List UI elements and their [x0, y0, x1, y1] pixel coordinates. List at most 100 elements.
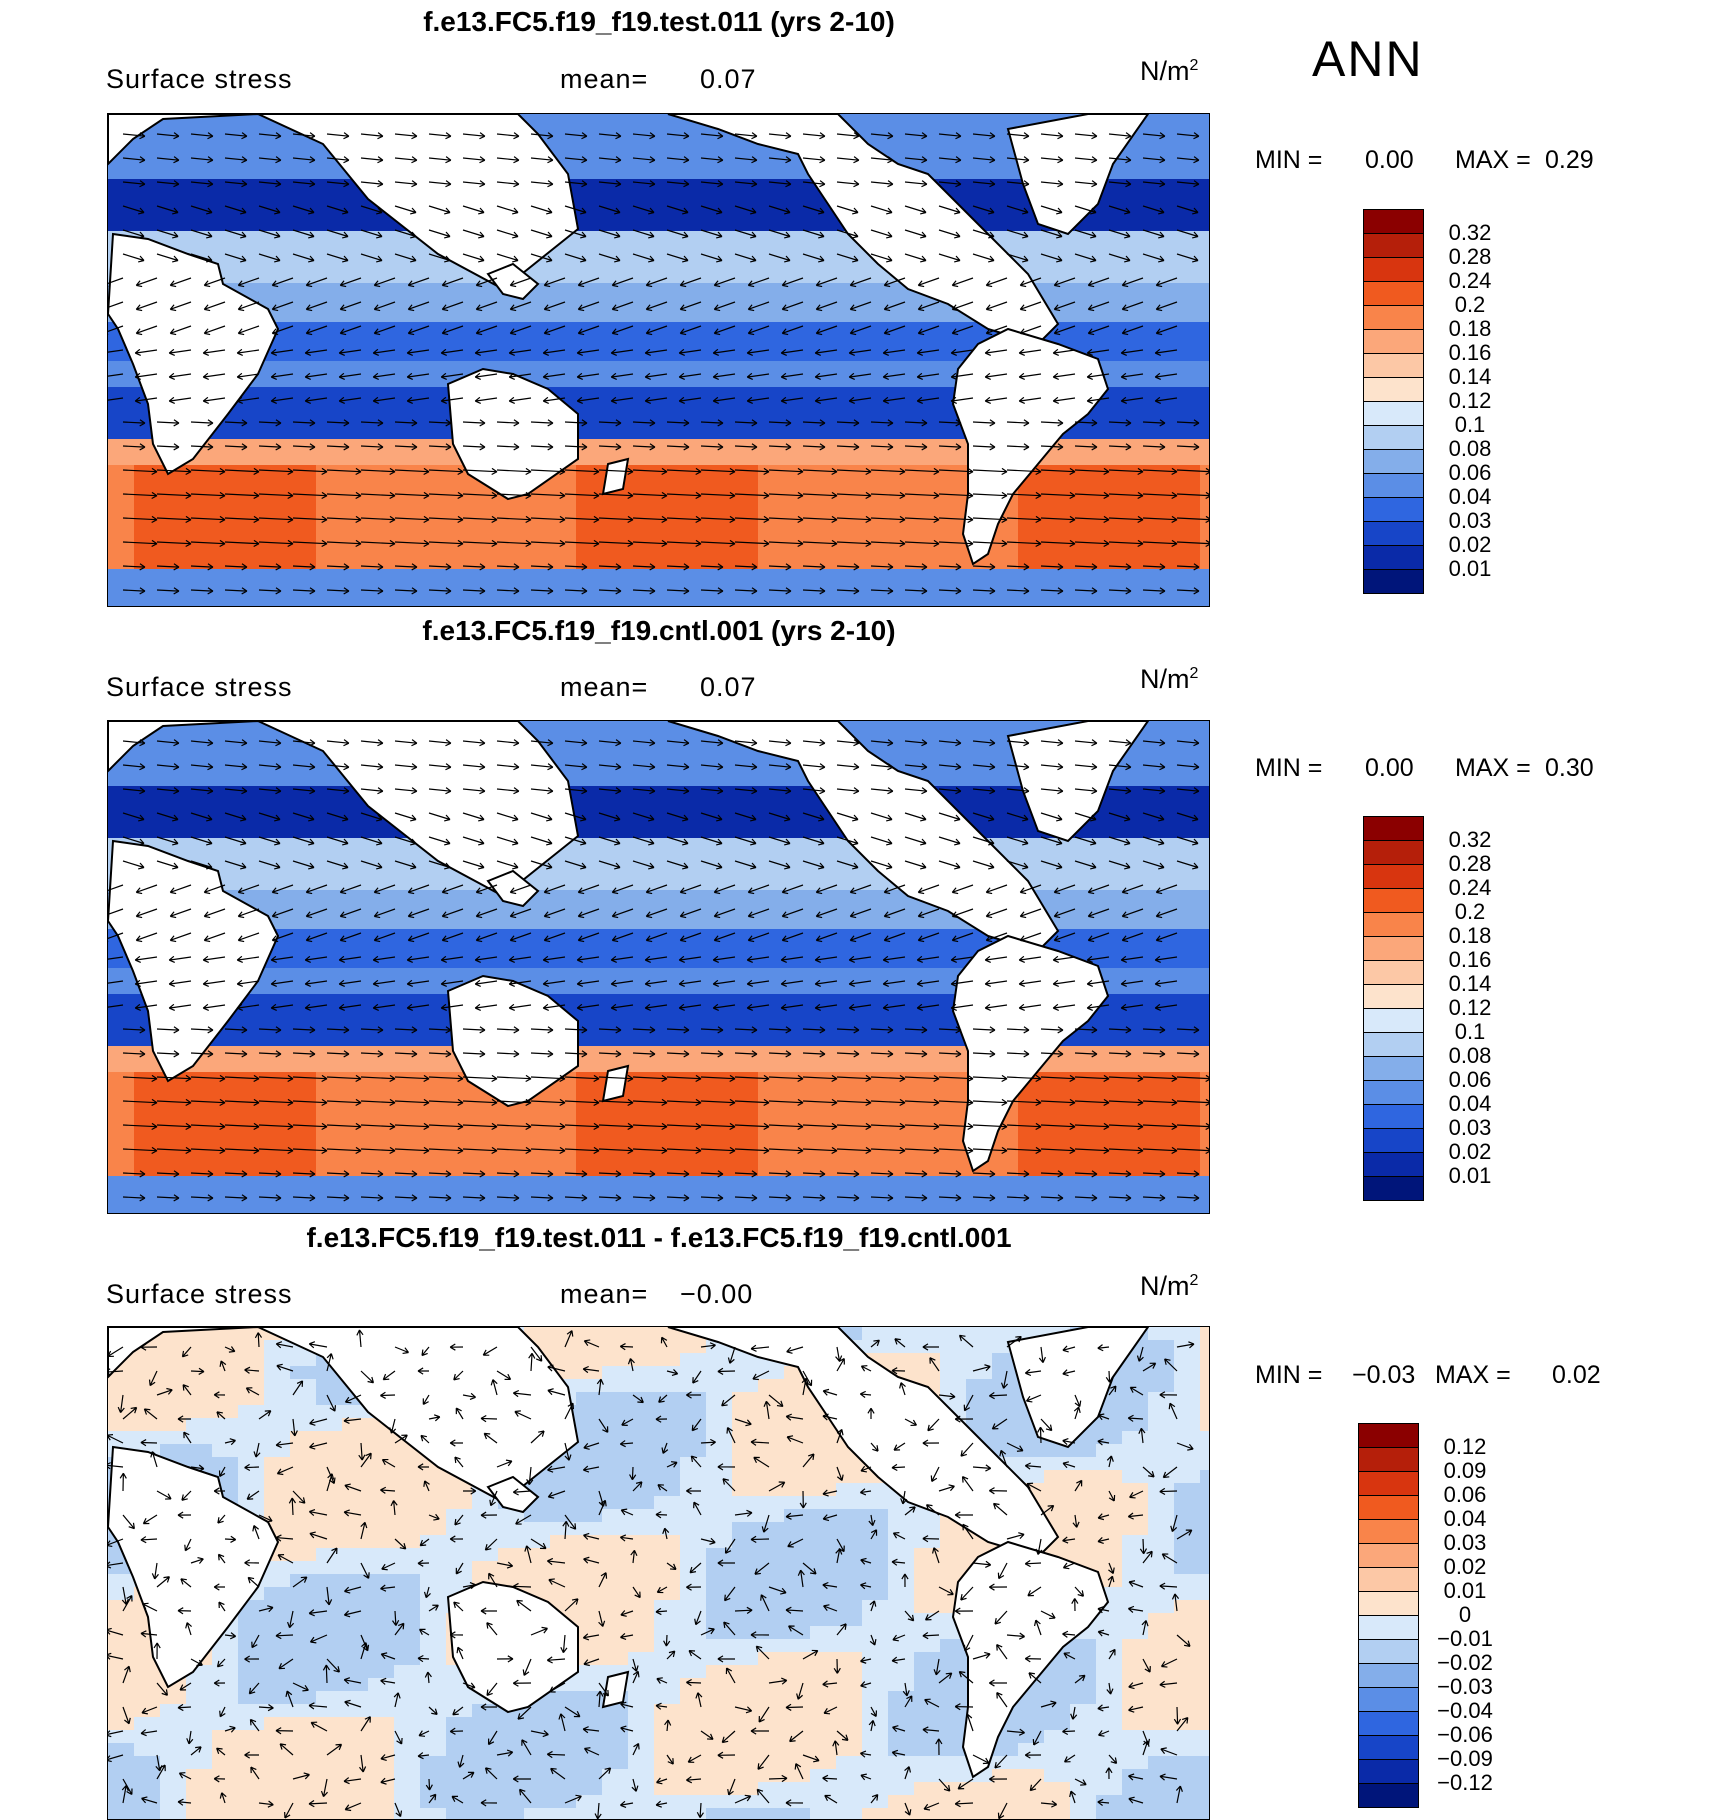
min-label: MIN =	[1255, 146, 1322, 175]
max-label: MAX =	[1435, 1361, 1511, 1390]
colorbar-swatch	[1363, 449, 1424, 474]
max-value: 0.02	[1552, 1361, 1601, 1390]
colorbar-tick-label: 0.1	[1425, 412, 1515, 438]
colorbar-tick-label: 0.24	[1425, 875, 1515, 901]
colorbar-swatch	[1358, 1639, 1419, 1664]
mean-value: 0.07	[700, 672, 757, 703]
colorbar-tick-label: 0.16	[1425, 947, 1515, 973]
colorbar-tick-label: 0.32	[1425, 220, 1515, 246]
colorbar-swatch	[1358, 1735, 1419, 1760]
surface-stress-map-test	[107, 113, 1210, 607]
colorbar-swatch	[1363, 521, 1424, 546]
panel-title: f.e13.FC5.f19_f19.test.011 (yrs 2-10)	[108, 6, 1210, 38]
colorbar-tick-label: 0.12	[1425, 995, 1515, 1021]
colorbar-tick-label: −0.03	[1420, 1674, 1510, 1700]
colorbar-tick-label: −0.06	[1420, 1722, 1510, 1748]
colorbar-swatch	[1358, 1615, 1419, 1640]
max-label: MAX =	[1455, 146, 1531, 175]
colorbar-swatch	[1358, 1711, 1419, 1736]
colorbar-swatch	[1363, 888, 1424, 913]
colorbar-swatch	[1358, 1519, 1419, 1544]
colorbar-tick-label: 0.03	[1420, 1530, 1510, 1556]
colorbar-tick-label: 0.18	[1425, 923, 1515, 949]
colorbar-tick-label: 0.04	[1425, 484, 1515, 510]
colorbar-tick-label: 0.12	[1420, 1434, 1510, 1460]
colorbar-tick-label: 0.09	[1420, 1458, 1510, 1484]
colorbar-swatch	[1363, 1080, 1424, 1105]
colorbar-tick-label: 0.02	[1420, 1554, 1510, 1580]
mean-label: mean=	[560, 672, 648, 703]
max-label: MAX =	[1455, 754, 1531, 783]
colorbar-tick-label: 0.04	[1425, 1091, 1515, 1117]
min-value: −0.03	[1352, 1361, 1415, 1390]
colorbar-tick-label: 0.08	[1425, 1043, 1515, 1069]
colorbar-swatch	[1363, 984, 1424, 1009]
colorbar-tick-label: 0.01	[1425, 1163, 1515, 1189]
colorbar-tick-label: 0.01	[1420, 1578, 1510, 1604]
colorbar-swatch	[1358, 1447, 1419, 1472]
colorbar-swatch	[1358, 1591, 1419, 1616]
colorbar-tick-label: 0.06	[1425, 1067, 1515, 1093]
colorbar-swatch	[1363, 329, 1424, 354]
colorbar-tick-label: 0.03	[1425, 1115, 1515, 1141]
season-label: ANN	[1312, 30, 1424, 88]
colorbar-swatch	[1363, 1176, 1424, 1201]
colorbar-tick-label: 0.16	[1425, 340, 1515, 366]
colorbar-tick-label: 0.01	[1425, 556, 1515, 582]
min-value: 0.00	[1365, 146, 1414, 175]
colorbar-swatch	[1358, 1663, 1419, 1688]
colorbar-tick-label: −0.01	[1420, 1626, 1510, 1652]
colorbar-swatch	[1363, 401, 1424, 426]
colorbar-tick-label: 0.06	[1420, 1482, 1510, 1508]
colorbar-swatch	[1363, 305, 1424, 330]
colorbar-tick-label: 0.2	[1425, 899, 1515, 925]
colorbar-swatch	[1363, 960, 1424, 985]
colorbar-swatch	[1363, 233, 1424, 258]
panel-title: f.e13.FC5.f19_f19.cntl.001 (yrs 2-10)	[108, 615, 1210, 647]
colorbar-tick-label: 0.28	[1425, 851, 1515, 877]
colorbar-tick-label: 0.32	[1425, 827, 1515, 853]
colorbar-swatch	[1358, 1423, 1419, 1448]
surface-stress-map-cntl	[107, 720, 1210, 1214]
colorbar-swatch	[1363, 257, 1424, 282]
min-value: 0.00	[1365, 754, 1414, 783]
colorbar-swatch	[1358, 1543, 1419, 1568]
colorbar-tick-label: 0.06	[1425, 460, 1515, 486]
colorbar-tick-label: 0.02	[1425, 1139, 1515, 1165]
colorbar-swatch	[1358, 1567, 1419, 1592]
colorbar-swatch	[1363, 864, 1424, 889]
mean-label: mean=	[560, 64, 648, 95]
mean-value: −0.00	[680, 1279, 753, 1310]
colorbar-tick-label: −0.09	[1420, 1746, 1510, 1772]
colorbar-tick-label: 0.24	[1425, 268, 1515, 294]
colorbar-swatch	[1363, 473, 1424, 498]
colorbar-tick-label: 0.03	[1425, 508, 1515, 534]
colorbar-swatch	[1358, 1687, 1419, 1712]
colorbar-swatch	[1358, 1759, 1419, 1784]
colorbar-tick-label: 0.02	[1425, 532, 1515, 558]
panel-title: f.e13.FC5.f19_f19.test.011 - f.e13.FC5.f…	[108, 1222, 1210, 1254]
units-label: N/m2	[1140, 664, 1198, 695]
colorbar-swatch	[1363, 1104, 1424, 1129]
units-label: N/m2	[1140, 56, 1198, 87]
colorbar-swatch	[1358, 1495, 1419, 1520]
colorbar-swatch	[1363, 1032, 1424, 1057]
colorbar-tick-label: 0.1	[1425, 1019, 1515, 1045]
colorbar-swatch	[1363, 1008, 1424, 1033]
colorbar-swatch	[1358, 1783, 1419, 1808]
variable-label: Surface stress	[106, 1279, 293, 1310]
colorbar-swatch	[1358, 1471, 1419, 1496]
colorbar-swatch	[1363, 353, 1424, 378]
variable-label: Surface stress	[106, 672, 293, 703]
max-value: 0.30	[1545, 754, 1594, 783]
mean-value: 0.07	[700, 64, 757, 95]
colorbar-swatch	[1363, 569, 1424, 594]
colorbar-tick-label: 0.04	[1420, 1506, 1510, 1532]
colorbar-tick-label: 0.28	[1425, 244, 1515, 270]
colorbar-tick-label: 0.08	[1425, 436, 1515, 462]
colorbar-tick-label: 0.18	[1425, 316, 1515, 342]
mean-label: mean=	[560, 1279, 648, 1310]
colorbar-swatch	[1363, 377, 1424, 402]
